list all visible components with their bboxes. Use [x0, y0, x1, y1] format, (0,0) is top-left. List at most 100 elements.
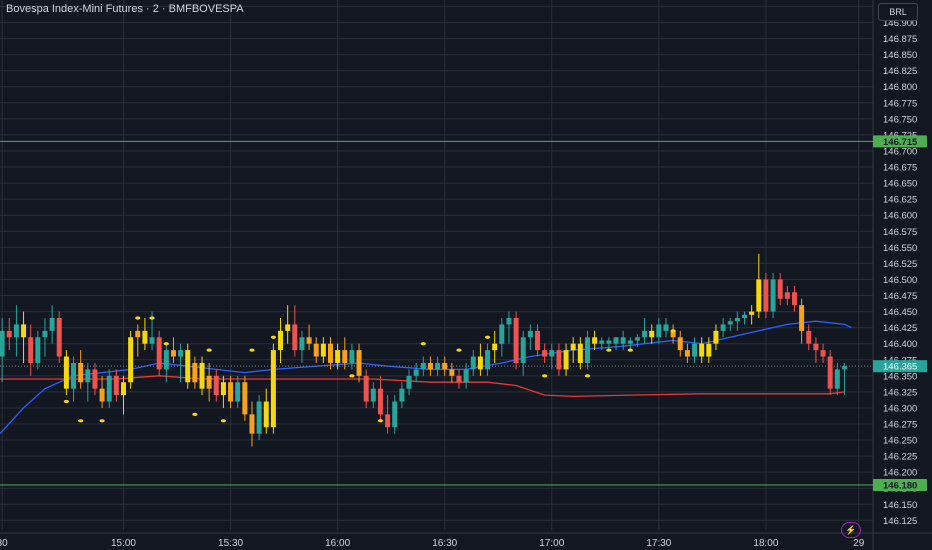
- candle-body: [263, 401, 269, 428]
- signal-dot: [456, 348, 462, 352]
- candle-body: [35, 337, 41, 363]
- candle-body: [749, 311, 755, 315]
- x-tick-label: 18:00: [753, 538, 778, 549]
- candle-body: [199, 362, 205, 389]
- y-tick-label: 146.650: [883, 179, 917, 190]
- candle-body: [756, 279, 762, 312]
- signal-dot: [78, 419, 84, 423]
- candle-body: [220, 382, 226, 396]
- y-tick-label: 146.900: [883, 18, 917, 29]
- candle-body: [213, 375, 219, 396]
- candle-body: [442, 362, 448, 370]
- candle-body: [506, 318, 512, 325]
- candle-body: [106, 375, 112, 402]
- y-tick-label: 146.875: [883, 34, 917, 45]
- signal-dot: [163, 342, 169, 346]
- candle-body: [313, 343, 319, 357]
- candle-body: [306, 337, 312, 344]
- candle-body: [620, 337, 626, 344]
- candle-body: [499, 324, 505, 344]
- candle-body: [563, 350, 569, 370]
- candle-body: [677, 337, 683, 351]
- candle-body: [706, 343, 712, 357]
- signal-dot: [420, 342, 426, 346]
- candle-body: [527, 330, 533, 338]
- candle-body: [206, 375, 212, 389]
- x-tick-label: 15:00: [111, 538, 136, 549]
- candle-body: [492, 343, 498, 351]
- candle-body: [228, 382, 234, 402]
- candle-body: [841, 366, 847, 370]
- candle-body: [670, 330, 676, 338]
- y-tick-label: 146.225: [883, 452, 917, 463]
- y-tick-label: 146.125: [883, 516, 917, 527]
- candle-body: [420, 362, 426, 370]
- lightning-icon[interactable]: ⚡: [841, 522, 861, 538]
- candle-body: [692, 343, 698, 357]
- y-tick-label: 146.500: [883, 275, 917, 286]
- y-tick-label: 146.675: [883, 163, 917, 174]
- y-tick-label: 146.750: [883, 114, 917, 125]
- candle-body: [413, 369, 419, 376]
- candle-body: [784, 292, 790, 299]
- candle-body: [435, 362, 441, 370]
- candle-body: [335, 350, 341, 363]
- candle-body: [99, 388, 105, 402]
- candle-body: [278, 330, 284, 351]
- signal-dot: [63, 399, 69, 404]
- candle-body: [806, 330, 812, 344]
- candle-body: [535, 330, 541, 351]
- x-tick-label: 30: [0, 538, 8, 549]
- candle-body: [21, 324, 27, 338]
- candle-body: [470, 356, 476, 370]
- candle-body: [406, 375, 412, 389]
- candle-body: [449, 369, 455, 376]
- candle-body: [656, 324, 662, 338]
- candle-body: [356, 350, 362, 376]
- candle-body: [42, 330, 48, 338]
- candle-body: [777, 279, 783, 299]
- candle-body: [370, 388, 376, 402]
- y-tick-label: 146.425: [883, 323, 917, 334]
- signal-dot: [270, 335, 276, 339]
- candle-body: [270, 350, 276, 428]
- x-tick-label: 17:30: [646, 538, 671, 549]
- candle-body: [642, 330, 648, 338]
- y-tick-label: 146.300: [883, 403, 917, 414]
- candle-body: [820, 350, 826, 357]
- candle-body: [292, 324, 298, 351]
- candle-body: [135, 330, 141, 338]
- candle-body: [78, 362, 84, 383]
- y-tick-label: 146.550: [883, 243, 917, 254]
- y-tick-label: 146.525: [883, 259, 917, 270]
- candle-body: [485, 350, 491, 370]
- candle-body: [28, 337, 34, 363]
- candle-body: [549, 350, 555, 357]
- signal-dot: [627, 348, 633, 352]
- y-tick-label: 146.450: [883, 307, 917, 318]
- candle-body: [285, 324, 291, 331]
- candle-body: [156, 337, 162, 370]
- candle-body: [242, 382, 248, 415]
- candle-body: [6, 330, 12, 338]
- candle-body: [342, 350, 348, 363]
- candle-body: [734, 318, 740, 322]
- last-price-bg: [873, 360, 927, 373]
- chart-title: Bovespa Index-Mini Futures · 2 · BMFBOVE…: [6, 3, 244, 15]
- candle-body: [763, 279, 769, 312]
- currency-button[interactable]: BRL: [878, 3, 918, 21]
- candle-body: [320, 343, 326, 357]
- candle-body: [627, 340, 633, 344]
- candle-body: [649, 330, 655, 338]
- signal-dot: [584, 374, 591, 378]
- signal-dot: [206, 348, 212, 352]
- candle-body: [142, 330, 148, 344]
- candle-body: [385, 414, 391, 428]
- y-tick-label: 146.775: [883, 98, 917, 109]
- candle-body: [149, 337, 155, 344]
- y-tick-label: 146.825: [883, 66, 917, 77]
- y-tick-label: 146.575: [883, 227, 917, 238]
- candle-body: [163, 350, 169, 370]
